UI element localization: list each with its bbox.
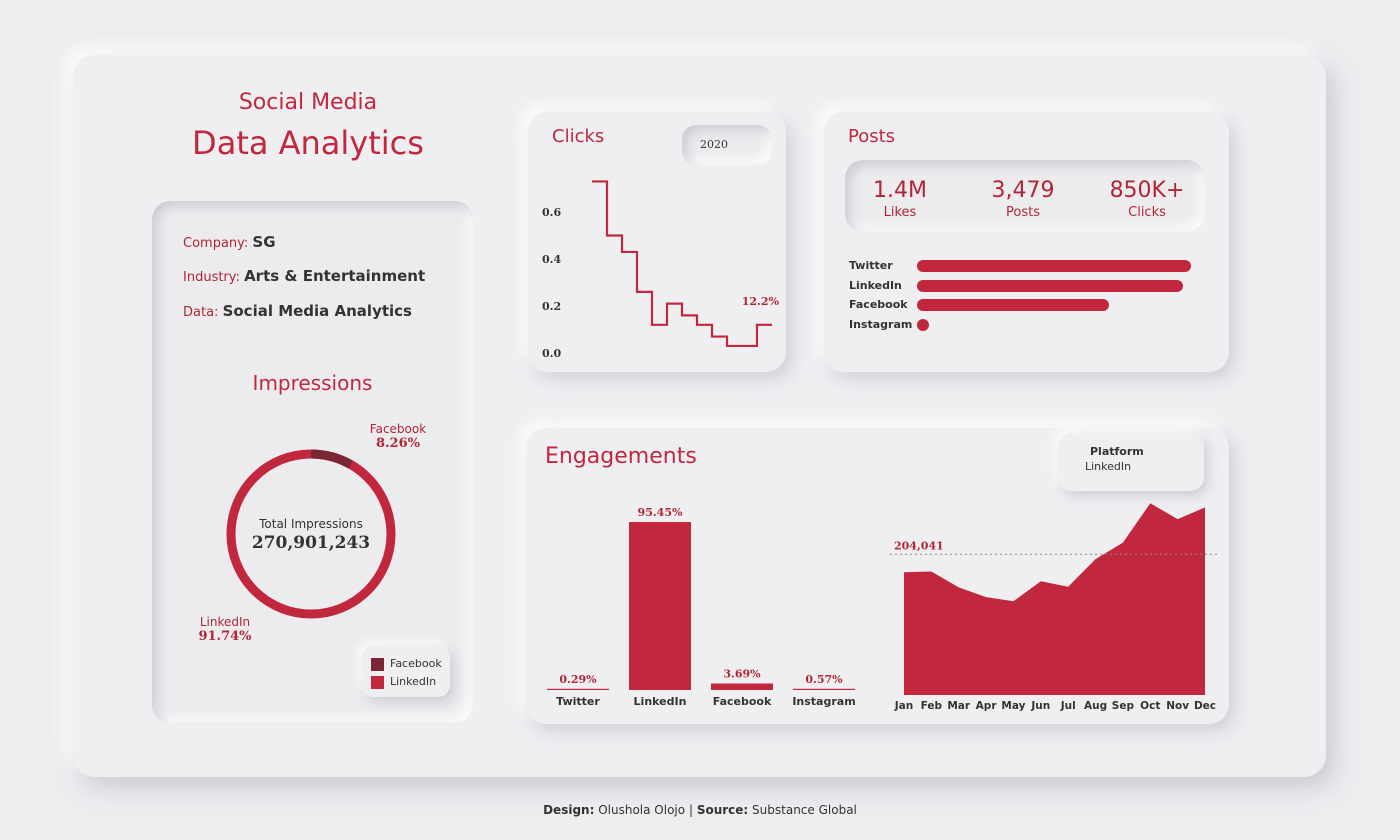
month-tick-label: Apr — [976, 700, 998, 712]
header-line1: Social Media — [238, 90, 378, 115]
data-row: Data: Social Media Analytics — [183, 302, 412, 320]
footer: Design: Olushola Olojo | Source: Substan… — [0, 803, 1400, 817]
linkedin-share-label: LinkedIn — [199, 615, 251, 629]
engagement-category-label: Twitter — [556, 695, 600, 708]
clicks-chart: 0.0 0.2 0.4 0.6 12.2% — [542, 180, 780, 360]
posts-bar — [917, 318, 929, 331]
engagement-bar — [547, 688, 609, 690]
footer-source-label: Source: — [696, 803, 749, 817]
posts-title: Posts — [848, 126, 896, 147]
month-tick-label: Jul — [1060, 700, 1076, 712]
engagement-bar — [711, 683, 773, 690]
month-tick-label: Oct — [1140, 700, 1160, 712]
impressions-legend: Facebook LinkedIn — [362, 645, 450, 697]
facebook-share-label: Facebook — [369, 422, 427, 436]
company-row: Company: SG — [183, 233, 276, 251]
kpi-clicks: 850K+ Clicks — [1092, 178, 1202, 220]
facebook-share-value: 8.26% — [375, 436, 420, 451]
clicks-y-tick: 0.2 — [542, 300, 561, 313]
engagement-bar-value: 3.69% — [723, 668, 761, 681]
company-panel — [152, 201, 473, 723]
month-tick-label: May — [1001, 700, 1025, 712]
posts-bar — [917, 279, 1183, 292]
data-label: Data: — [183, 305, 219, 320]
clicks-title: Clicks — [552, 126, 605, 147]
legend-swatch-facebook — [371, 657, 384, 671]
month-tick-label: Aug — [1084, 700, 1107, 712]
month-tick-label: Mar — [947, 700, 971, 712]
posts-kpi-panel — [845, 160, 1205, 232]
engagement-category-label: Facebook — [713, 695, 772, 708]
posts-bar-label: Twitter — [849, 259, 893, 272]
engagement-bar-value: 0.29% — [559, 673, 597, 686]
legend-item-facebook: Facebook — [371, 657, 442, 671]
kpi-likes-label: Likes — [883, 205, 917, 220]
engagement-bar — [793, 688, 855, 690]
engagement-bar-value: 0.57% — [805, 673, 843, 686]
engagement-category-label: Instagram — [792, 695, 855, 708]
total-impressions-value: 270,901,243 — [251, 533, 371, 553]
linkedin-share-value: 91.74% — [198, 629, 252, 644]
month-tick-label: Jan — [894, 700, 913, 712]
industry-value: Arts & Entertainment — [244, 267, 426, 285]
company-value: SG — [252, 233, 276, 251]
engagements-bar-chart: 0.29% Twitter 95.45% LinkedIn 3.69% Facebook 0… — [547, 506, 856, 708]
monthly-engagement-area — [904, 503, 1205, 695]
month-tick-label: Feb — [921, 700, 943, 712]
footer-separator: | — [688, 803, 693, 817]
data-value: Social Media Analytics — [222, 302, 412, 320]
clicks-end-label: 12.2% — [742, 295, 780, 308]
impressions-donut — [226, 449, 396, 619]
footer-design-label: Design: — [543, 803, 595, 817]
platform-filter[interactable]: Platform LinkedIn — [1058, 433, 1204, 491]
posts-bar-label: LinkedIn — [849, 278, 902, 292]
posts-bar — [917, 260, 1191, 272]
legend-label-linkedin: LinkedIn — [390, 675, 437, 688]
month-tick-label: Jun — [1030, 700, 1050, 712]
kpi-posts-label: Posts — [1006, 205, 1040, 220]
month-tick-label: Dec — [1194, 700, 1216, 712]
clicks-series-line — [592, 180, 772, 348]
donut-slice-facebook — [310, 449, 353, 469]
header-line2: Data Analytics — [192, 124, 424, 162]
kpi-posts-value: 3,479 — [991, 178, 1055, 203]
posts-bar-label: Instagram — [849, 317, 913, 331]
clicks-y-tick: 0.6 — [542, 206, 561, 219]
engagement-bar — [629, 522, 691, 690]
kpi-posts: 3,479 Posts — [968, 178, 1078, 220]
kpi-clicks-value: 850K+ — [1109, 178, 1185, 203]
impressions-title: Impressions — [252, 371, 373, 395]
engagements-title: Engagements — [545, 444, 697, 469]
footer-designer: Olushola Olojo — [598, 803, 686, 817]
legend-item-linkedin: LinkedIn — [371, 675, 436, 689]
month-tick-label: Nov — [1166, 700, 1189, 712]
year-filter[interactable]: 2020 — [682, 125, 772, 165]
kpi-clicks-label: Clicks — [1128, 205, 1166, 220]
posts-bar — [917, 299, 1109, 311]
posts-bar-label: Facebook — [849, 298, 908, 311]
legend-swatch-linkedin — [371, 675, 384, 689]
clicks-y-tick: 0.4 — [542, 253, 561, 266]
total-impressions-label: Total Impressions — [259, 517, 363, 531]
platform-filter-value: LinkedIn — [1085, 460, 1132, 473]
company-label: Company: — [183, 236, 249, 251]
posts-card — [824, 112, 1229, 372]
kpi-likes: 1.4M Likes — [860, 178, 940, 220]
month-tick-label: Sep — [1112, 700, 1135, 712]
footer-source: Substance Global — [752, 803, 857, 817]
year-filter-value: 2020 — [700, 138, 728, 151]
engagement-bar-value: 95.45% — [638, 506, 683, 519]
platform-filter-label: Platform — [1090, 445, 1144, 458]
clicks-y-tick: 0.0 — [542, 347, 561, 360]
average-reference-label: 204,041 — [894, 539, 944, 552]
industry-label: Industry: — [183, 270, 240, 285]
engagement-category-label: LinkedIn — [634, 695, 687, 708]
industry-row: Industry: Arts & Entertainment — [183, 267, 425, 285]
kpi-likes-value: 1.4M — [873, 178, 927, 203]
legend-label-facebook: Facebook — [390, 657, 442, 670]
monthly-engagement-area-chart: 204,041 Jan Feb Mar Apr May Jun Jul Aug Sep Oct Nov… — [890, 503, 1220, 712]
